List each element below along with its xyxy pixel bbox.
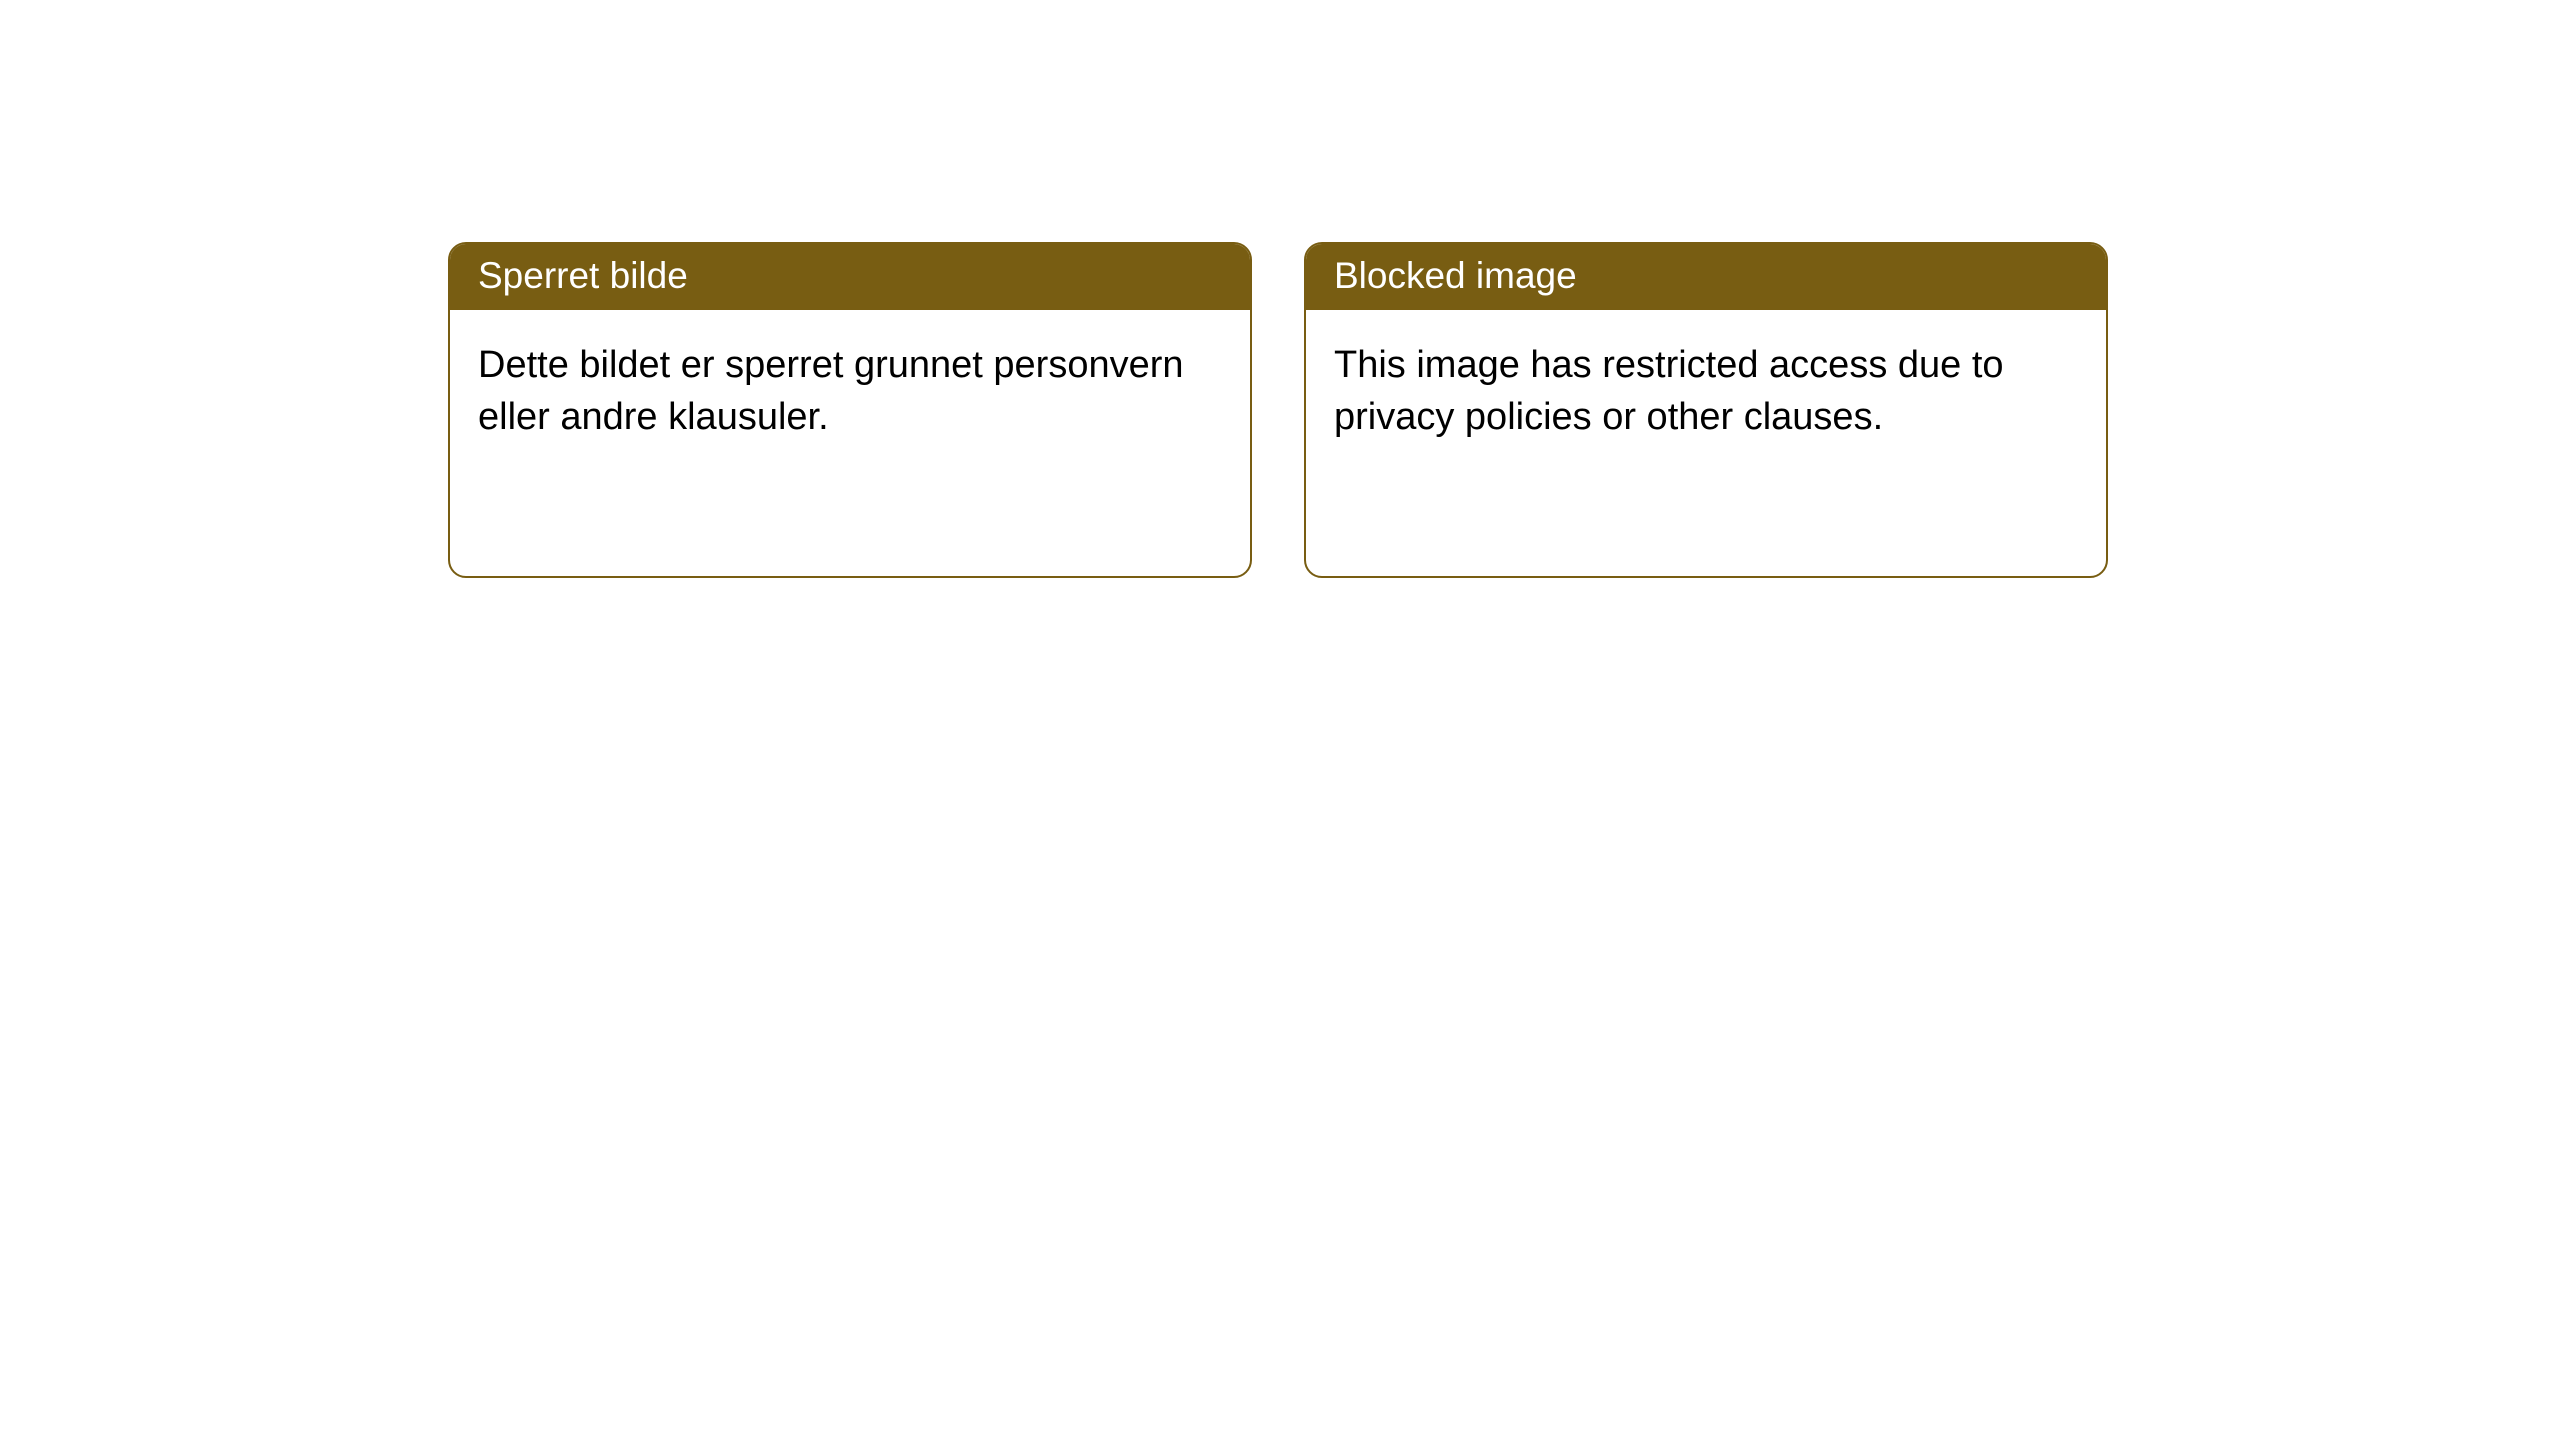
card-title: Blocked image (1334, 255, 1577, 296)
notice-card-english: Blocked image This image has restricted … (1304, 242, 2108, 578)
card-body: Dette bildet er sperret grunnet personve… (450, 310, 1250, 473)
card-header: Blocked image (1306, 244, 2106, 310)
card-title: Sperret bilde (478, 255, 688, 296)
notice-card-norwegian: Sperret bilde Dette bildet er sperret gr… (448, 242, 1252, 578)
notice-cards-container: Sperret bilde Dette bildet er sperret gr… (0, 0, 2560, 578)
card-body: This image has restricted access due to … (1306, 310, 2106, 473)
card-header: Sperret bilde (450, 244, 1250, 310)
card-body-text: Dette bildet er sperret grunnet personve… (478, 344, 1184, 437)
card-body-text: This image has restricted access due to … (1334, 344, 2004, 437)
